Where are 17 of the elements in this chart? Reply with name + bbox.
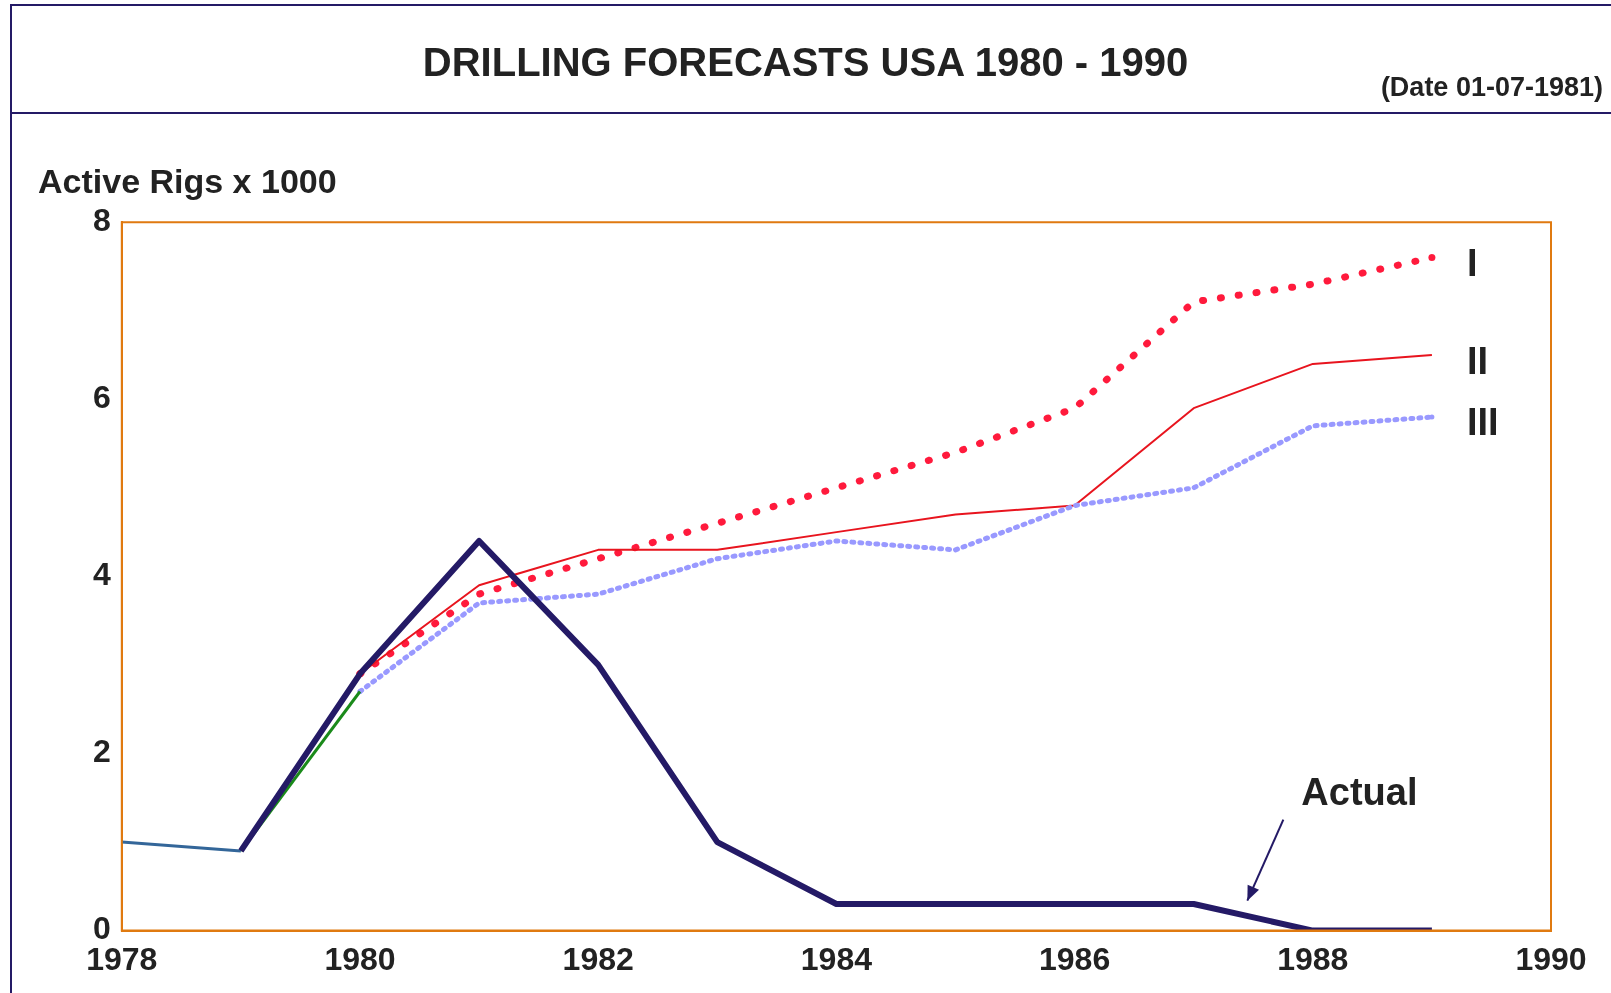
- series-label: I: [1466, 242, 1478, 285]
- y-tick-label: 2: [93, 733, 111, 770]
- x-tick-label: 1984: [800, 940, 873, 977]
- x-tick-label: 1982: [562, 940, 634, 977]
- x-tick-label: 1988: [1277, 940, 1349, 977]
- series-label: III: [1466, 401, 1499, 444]
- series-label: II: [1466, 339, 1489, 382]
- x-tick-label: 1990: [1515, 940, 1587, 977]
- chart-subtitle: (Date 01-07-1981): [1380, 72, 1603, 103]
- chart-title: DRILLING FORECASTS USA 1980 - 1990: [422, 40, 1189, 84]
- y-tick-label: 6: [93, 379, 111, 416]
- y-tick-label: 4: [93, 556, 111, 593]
- x-tick-label: 1980: [324, 940, 396, 977]
- y-tick-label: 8: [93, 202, 111, 239]
- text: Actual: [1301, 771, 1418, 814]
- y-axis-title: Active Rigs x 1000: [38, 162, 337, 201]
- x-tick-label: 1986: [1039, 940, 1111, 977]
